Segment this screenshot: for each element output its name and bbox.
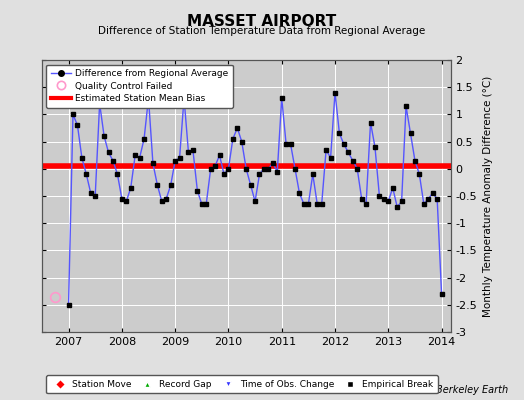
Legend: Difference from Regional Average, Quality Control Failed, Estimated Station Mean: Difference from Regional Average, Qualit… [47,64,233,108]
Text: Difference of Station Temperature Data from Regional Average: Difference of Station Temperature Data f… [99,26,425,36]
Legend: Station Move, Record Gap, Time of Obs. Change, Empirical Break: Station Move, Record Gap, Time of Obs. C… [47,376,438,394]
Text: MASSET AIRPORT: MASSET AIRPORT [188,14,336,29]
Y-axis label: Monthly Temperature Anomaly Difference (°C): Monthly Temperature Anomaly Difference (… [483,75,493,317]
Text: Berkeley Earth: Berkeley Earth [436,385,508,395]
